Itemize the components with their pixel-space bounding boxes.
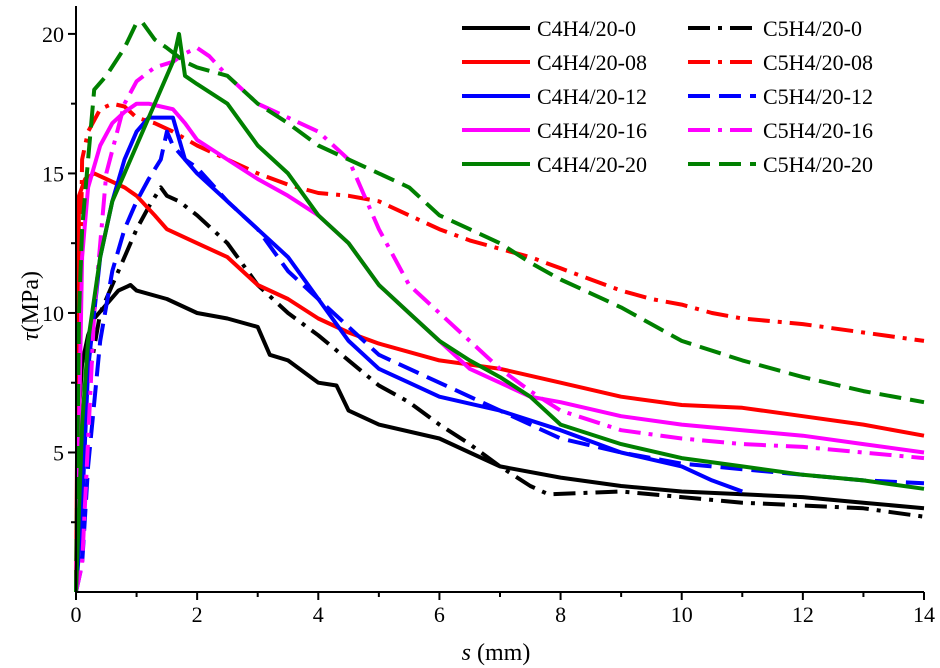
series-line-C5H4/20-08 (74, 101, 925, 593)
series-line-C5H4/20-12 (74, 129, 925, 593)
tick-marks (68, 32, 925, 600)
legend-label-C4H4/20-08: C4H4/20-08 (537, 50, 647, 75)
legend-label-C5H4/20-08: C5H4/20-08 (763, 50, 873, 75)
x-axis-title: s (mm) (462, 640, 531, 666)
legend-label-C5H4/20-0: C5H4/20-0 (763, 16, 862, 41)
x-axis-symbol: s (462, 640, 471, 666)
legend-label-C5H4/20-20: C5H4/20-20 (763, 152, 873, 177)
series-line-C5H4/20-20 (74, 20, 925, 593)
y-axis-unit: (MPa) (18, 271, 44, 332)
series-line-C5H4/20-0 (74, 185, 925, 593)
x-tick-label: 14 (913, 602, 935, 627)
y-tick-label: 5 (53, 440, 64, 465)
legend-label-C5H4/20-16: C5H4/20-16 (763, 118, 873, 143)
series-line-C4H4/20-20 (74, 31, 925, 593)
legend-label-C5H4/20-12: C5H4/20-12 (763, 84, 873, 109)
x-tick-label: 2 (192, 602, 203, 627)
y-axis-symbol: τ (18, 331, 44, 341)
x-tick-label: 10 (671, 602, 693, 627)
legend-label-C4H4/20-20: C4H4/20-20 (537, 152, 647, 177)
x-tick-label: 0 (71, 602, 82, 627)
x-tick-label: 6 (434, 602, 445, 627)
legend-label-C4H4/20-12: C4H4/20-12 (537, 84, 647, 109)
series-line-C4H4/20-0 (74, 283, 925, 593)
series-layer (74, 20, 925, 593)
series-line-C4H4/20-08 (74, 171, 925, 593)
y-tick-label: 20 (42, 22, 64, 47)
x-axis-unit: (mm) (471, 640, 530, 666)
y-tick-label: 10 (42, 301, 64, 326)
tick-labels: 0 2 4 6 8 10 12 14 5 10 15 20 (42, 22, 935, 627)
legend-label-C4H4/20-0: C4H4/20-0 (537, 16, 636, 41)
x-tick-label: 12 (792, 602, 814, 627)
legend-label-C4H4/20-16: C4H4/20-16 (537, 118, 647, 143)
y-axis-title: τ(MPa) (18, 271, 44, 341)
y-tick-label: 15 (42, 161, 64, 186)
x-tick-label: 8 (555, 602, 566, 627)
legend: C4H4/20-0 C5H4/20-0 C4H4/20-08 C5H4/20-08 C4… (462, 16, 873, 177)
x-tick-label: 4 (313, 602, 324, 627)
series-line-C5H4/20-16 (74, 45, 925, 593)
